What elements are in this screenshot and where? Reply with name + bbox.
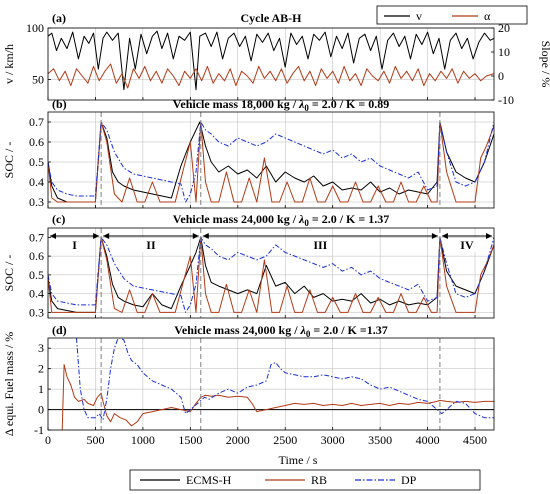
panel-c-y-axis-label: SOC / - <box>2 255 16 292</box>
legend-bottom: ECMS-H RB DP <box>129 469 481 491</box>
x-tick-label: 4000 <box>416 433 440 447</box>
panel-b-series-dp <box>48 121 494 203</box>
panel-b-y-axis-label: SOC / - <box>2 142 16 179</box>
panel-b-y-tick-label: 0.3 <box>29 195 44 209</box>
x-tick-label: 2500 <box>273 433 297 447</box>
panel-a-series-α <box>48 63 494 89</box>
legend-rb-label: RB <box>311 473 327 487</box>
x-tick-label: 500 <box>86 433 104 447</box>
legend-alpha-label: α <box>484 9 491 23</box>
phase-arrow-head-right <box>93 233 100 239</box>
legend-v-label: v <box>416 9 422 23</box>
panel-a-y-tick-label: 50 <box>32 72 44 86</box>
x-tick-label: 1500 <box>178 433 202 447</box>
panel-a-letter: (a) <box>52 11 66 25</box>
panel-a-y-tick-label: 100 <box>26 21 44 35</box>
phase-label-bg <box>140 238 161 252</box>
panel-a-y-tick-label-right: 10 <box>498 45 510 59</box>
phase-label: II <box>146 238 156 252</box>
panel-a-title: Cycle AB-H <box>241 11 303 25</box>
panel-b-y-tick-label: 0.7 <box>29 115 44 129</box>
panel-c-y-tick-label: 0.6 <box>29 249 44 263</box>
phase-label-bg <box>456 238 477 252</box>
panel-c-y-tick-label: 0.5 <box>29 268 44 282</box>
panel-a-y-tick-label-right: 20 <box>498 21 510 35</box>
panel-d-title: Vehicle mass 24,000 kg / λ0 = 2.0 / K =1… <box>174 323 387 339</box>
panel-a-y-tick-label-right: -10 <box>498 93 514 107</box>
phase-arrow-head-left <box>202 233 209 239</box>
panel-d-y-tick-label: -1 <box>34 423 44 437</box>
panel-d-series-dp <box>76 338 494 421</box>
x-tick-label: 4500 <box>463 433 487 447</box>
x-tick-label: 2000 <box>226 433 250 447</box>
panel-c-frame <box>47 227 495 319</box>
panel-d-series-rb <box>61 364 494 430</box>
panel-c-series-ecms-h <box>48 236 494 313</box>
panel-a-series-v <box>48 30 494 91</box>
panel-b-y-tick-label: 0.5 <box>29 155 44 169</box>
panel-d-y-tick-label: 3 <box>38 341 44 355</box>
phase-arrow-head-right <box>431 233 438 239</box>
panel-d-frame <box>47 337 495 431</box>
panel-b-letter: (b) <box>52 97 67 111</box>
x-tick-label: 3000 <box>321 433 345 447</box>
x-tick-label: 3500 <box>368 433 392 447</box>
panel-c-letter: (c) <box>52 212 65 226</box>
phase-arrow-head-right <box>486 233 492 239</box>
panel-c-y-tick-label: 0.4 <box>29 287 44 301</box>
axes-layer <box>47 27 495 431</box>
panel-a-y-tick-label-right: 0 <box>498 69 504 83</box>
legend-ecms-label: ECMS-H <box>186 473 232 487</box>
x-tick-label: 0 <box>45 433 51 447</box>
phase-arrow-head-left <box>50 233 56 239</box>
panel-c-title: Vehicle mass 24,000 kg / λ0 = 2.0 / K = … <box>173 212 389 228</box>
phase-arrow-head-left <box>441 233 448 239</box>
phase-label-bg <box>64 238 85 252</box>
plot-layer <box>48 30 494 430</box>
panel-d-y-tick-label: 0 <box>38 403 44 417</box>
panel-b-title: Vehicle mass 18,000 kg / λ0 = 2.0 / K = … <box>173 97 389 113</box>
legend-dp-label: DP <box>401 473 417 487</box>
x-tick-label: 1000 <box>131 433 155 447</box>
panel-c-y-tick-label: 0.7 <box>29 230 44 244</box>
y-axis-label-right: Slope / % <box>539 41 550 88</box>
panel-d-letter: (d) <box>52 323 67 337</box>
phase-label: I <box>72 238 77 252</box>
phase-label: III <box>313 238 327 252</box>
grid-layer <box>47 27 494 431</box>
panel-c-series-rb <box>48 236 494 313</box>
panel-b-frame <box>47 111 495 209</box>
phase-label: IV <box>460 238 474 252</box>
panel-b-series-ecms-h <box>48 121 494 203</box>
panel-b-y-tick-label: 0.4 <box>29 175 44 189</box>
panel-b-y-tick-label: 0.6 <box>29 135 44 149</box>
panel-d-y-tick-label: 1 <box>38 382 44 396</box>
panel-d-y-axis-label: Δ equi. Fuel mass / % <box>2 332 16 436</box>
panel-b-series-rb <box>48 121 494 203</box>
legend-panel-a: v α <box>376 5 528 25</box>
panel-a-y-axis-label: v / km/h <box>2 44 16 84</box>
panel-d-y-tick-label: 2 <box>38 362 44 376</box>
phase-arrow-head-right <box>192 233 199 239</box>
panel-c-series-dp <box>48 236 494 313</box>
x-axis-label: Time / s <box>279 453 318 467</box>
phase-label-bg <box>310 238 331 252</box>
panel-a-frame <box>47 27 495 101</box>
panel-c-y-tick-label: 0.3 <box>29 305 44 319</box>
phase-arrow-head-left <box>103 233 110 239</box>
